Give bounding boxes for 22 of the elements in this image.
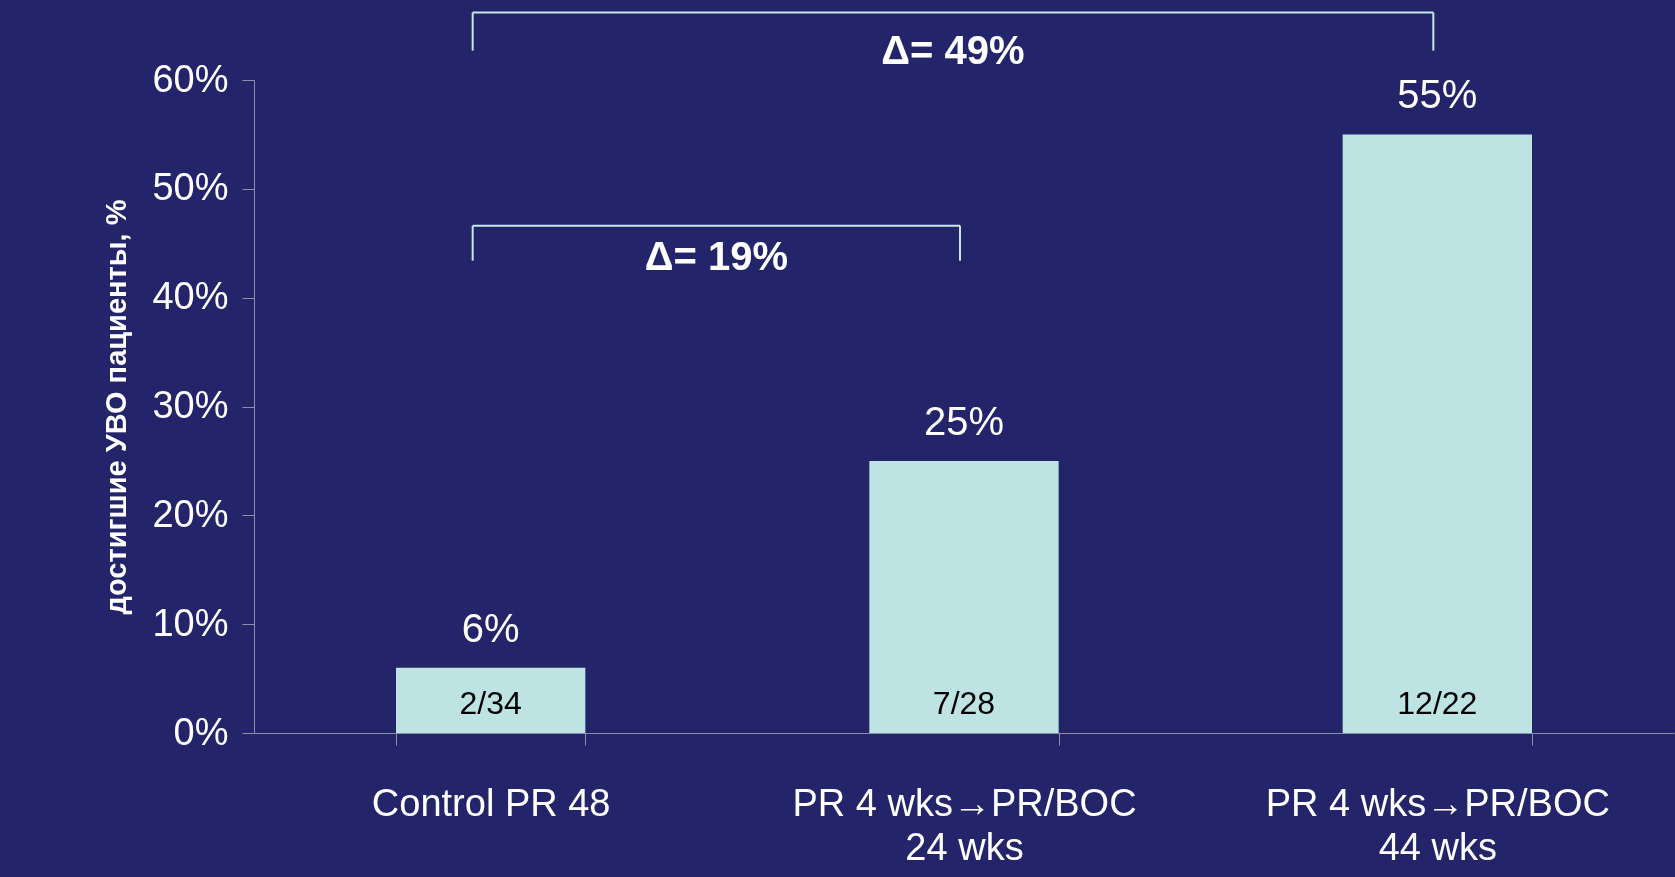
x-tick-label: Control PR 48 <box>371 781 611 824</box>
annotation: 12/22 <box>1397 685 1478 721</box>
x-tick-label: PR 4 wks→PR/BOC 44 wks <box>1265 781 1610 868</box>
y-tick-label: 50% <box>152 166 229 209</box>
annotation: 2/34 <box>459 685 522 721</box>
annotation: 7/28 <box>932 685 996 721</box>
data-label: 25% <box>923 398 1005 443</box>
bar <box>396 667 586 733</box>
x-tick-label: PR 4 wks→PR/BOC 24 wks <box>792 781 1137 868</box>
y-axis-title: достигшие УВО пациенты, % <box>100 199 133 615</box>
data-label: 6% <box>461 605 520 650</box>
data-label: 55% <box>1397 72 1478 117</box>
y-tick-label: 10% <box>152 601 229 644</box>
annotation: Δ= 19% <box>644 234 788 279</box>
y-tick-label: 40% <box>152 275 229 318</box>
y-tick-label: 20% <box>152 492 229 535</box>
bar <box>869 460 1059 733</box>
y-tick-label: 0% <box>173 710 229 753</box>
y-tick-label: 60% <box>152 57 229 100</box>
bar <box>1342 134 1532 733</box>
y-tick-label: 30% <box>152 384 229 426</box>
text: Δ= 49% <box>881 27 1025 72</box>
